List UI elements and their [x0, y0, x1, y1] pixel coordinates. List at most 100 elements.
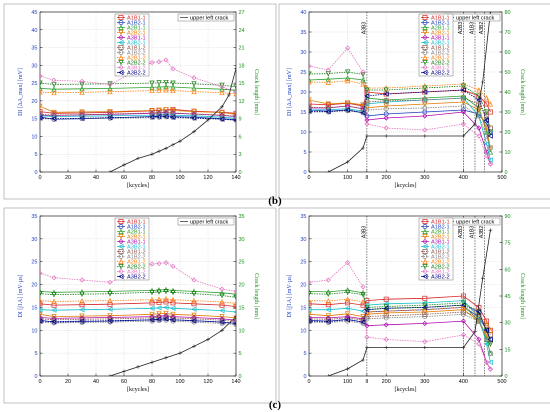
x-tick-label: 300: [420, 175, 429, 181]
data-point-A1B1-1: [107, 301, 113, 307]
crack-point: [136, 365, 140, 369]
legend-label-A2B2-2: A2B2-2: [431, 264, 450, 270]
data-point-A2B1-2: [40, 89, 43, 95]
data-point-A1B2-2: [364, 316, 370, 322]
data-point-A2B2-2: [309, 291, 312, 297]
data-point-A3B1-2: [422, 127, 428, 133]
x-tick-label: 300: [420, 379, 429, 385]
data-point-A3B2-1: [483, 141, 490, 147]
figure-caption: (b): [268, 195, 282, 207]
crack-point: [178, 139, 182, 143]
y2-tick-label: 15: [505, 347, 511, 353]
x-tick-label: 200: [382, 175, 391, 181]
data-point-A1B1-1: [51, 302, 57, 308]
data-point-A3B1-2: [40, 73, 43, 79]
legend-label-A1B2-2: A1B2-2: [431, 254, 450, 260]
data-point-A2B1-2: [219, 299, 225, 305]
data-point-A2B1-2: [309, 79, 312, 85]
legend-label-A3B1-1: A3B1-1: [127, 239, 146, 245]
data-point-A2B2-1: [149, 108, 155, 114]
series-line-A2B1-2: [40, 89, 236, 95]
x-tick-label: 80: [149, 175, 155, 181]
data-point-A3B1-2: [383, 336, 389, 343]
data-point-A2B2-2: [170, 80, 176, 86]
data-point-A3B2-2: [421, 304, 428, 311]
legend-marker-A3B1-1: [118, 238, 124, 245]
legend-marker-A1B1-1: [118, 15, 124, 20]
data-point-A3B2-2: [51, 116, 57, 122]
data-point-A2B1-2: [360, 81, 366, 87]
data-point-A3B2-2: [325, 108, 331, 115]
data-point-A3B2-2: [40, 115, 43, 121]
y2-tick-label: 30: [505, 110, 511, 116]
data-point-A1B1-2: [383, 98, 389, 104]
y-tick-label: 35: [300, 214, 306, 220]
y2-tick-label: 6: [239, 134, 242, 140]
data-point-A2B1-2: [40, 297, 43, 304]
legend-marker-A1B2-2: [118, 254, 124, 259]
series-line-A2B2-1: [40, 105, 236, 115]
data-point-A1B1-1: [219, 302, 225, 308]
data-point-A2B1-2: [163, 295, 169, 302]
data-point-A2B1-2: [79, 298, 85, 304]
x-tick-label: 400: [459, 175, 468, 181]
y2-tick-label: 9: [239, 117, 242, 123]
data-point-A2B2-1: [191, 109, 197, 115]
data-point-A3B1-2: [156, 59, 162, 65]
data-point-A2B1-2: [460, 304, 467, 310]
series-line-A1B2-2: [309, 105, 491, 149]
legend-marker-A3B1-2: [118, 64, 124, 71]
legend-crack-label: upper left crack: [190, 220, 228, 226]
legend-label-A2B1-2: A2B1-2: [431, 259, 450, 265]
crack-line: [328, 230, 491, 376]
y2-tick-label: 20: [239, 283, 245, 289]
data-point-A2B2-2: [51, 292, 57, 298]
legend-label-A3B2-1: A3B2-1: [431, 244, 450, 250]
legend-label-A3B2-1: A3B2-1: [431, 40, 450, 46]
crack-point: [461, 345, 466, 350]
legend-marker-A1B1-2: [118, 45, 124, 50]
data-point-A2B1-2: [233, 300, 236, 306]
data-point-A3B2-2: [421, 89, 428, 95]
legend-label-A3B1-1: A3B1-1: [127, 35, 146, 41]
crack-point: [461, 134, 466, 138]
data-point-A3B1-1: [233, 113, 236, 120]
data-point-A3B2-2: [40, 318, 43, 324]
data-point-A2B1-2: [163, 86, 169, 93]
y2-axis-label: Crack length [mm]: [253, 69, 259, 115]
legend-marker-A2B1-2: [422, 54, 428, 60]
crack-point: [192, 344, 196, 349]
data-point-A2B2-1: [51, 314, 57, 320]
y-tick-label: 5: [303, 150, 306, 156]
data-point-A3B1-2: [460, 121, 466, 127]
x-tick-label: 0: [307, 379, 310, 385]
data-point-A3B1-2: [219, 286, 225, 292]
data-point-A2B2-1: [107, 109, 113, 115]
data-point-A2B2-2: [191, 291, 197, 297]
data-point-A2B1-1: [156, 84, 162, 90]
legend-marker-A1B2-1: [422, 224, 428, 229]
y2-tick-label: 0: [505, 170, 508, 176]
series-line-A1B1-1: [309, 295, 491, 331]
crack-point: [480, 276, 485, 281]
data-point-A2B2-1: [149, 311, 155, 318]
series-line-A2B2-2: [40, 81, 236, 88]
data-point-A3B1-2: [170, 66, 176, 72]
data-point-A2B2-1: [163, 107, 169, 113]
data-point-A2B2-2: [156, 80, 162, 86]
data-point-A2B2-1: [170, 311, 176, 318]
data-point-A3B1-2: [79, 78, 85, 84]
data-point-A2B2-1: [383, 103, 389, 109]
data-point-A3B1-2: [309, 63, 312, 69]
data-point-A1B2-2: [383, 315, 389, 321]
data-point-A1B1-2: [156, 110, 162, 116]
x-tick-label: 500: [497, 175, 506, 181]
data-point-A1B1-1: [40, 109, 43, 115]
data-point-A3B2-1: [487, 359, 493, 365]
y2-tick-label: 60: [505, 267, 511, 273]
data-point-A2B2-2: [170, 289, 176, 296]
crack-point: [108, 374, 112, 376]
chart-panel-c-right: 0 5 10 15 20 25 30 35 0 15 30 45 60 75 90 0 100 II 200 300 4…: [278, 207, 550, 404]
annotation-label: A1B3: [469, 226, 475, 238]
y-tick-label: 30: [31, 237, 37, 243]
